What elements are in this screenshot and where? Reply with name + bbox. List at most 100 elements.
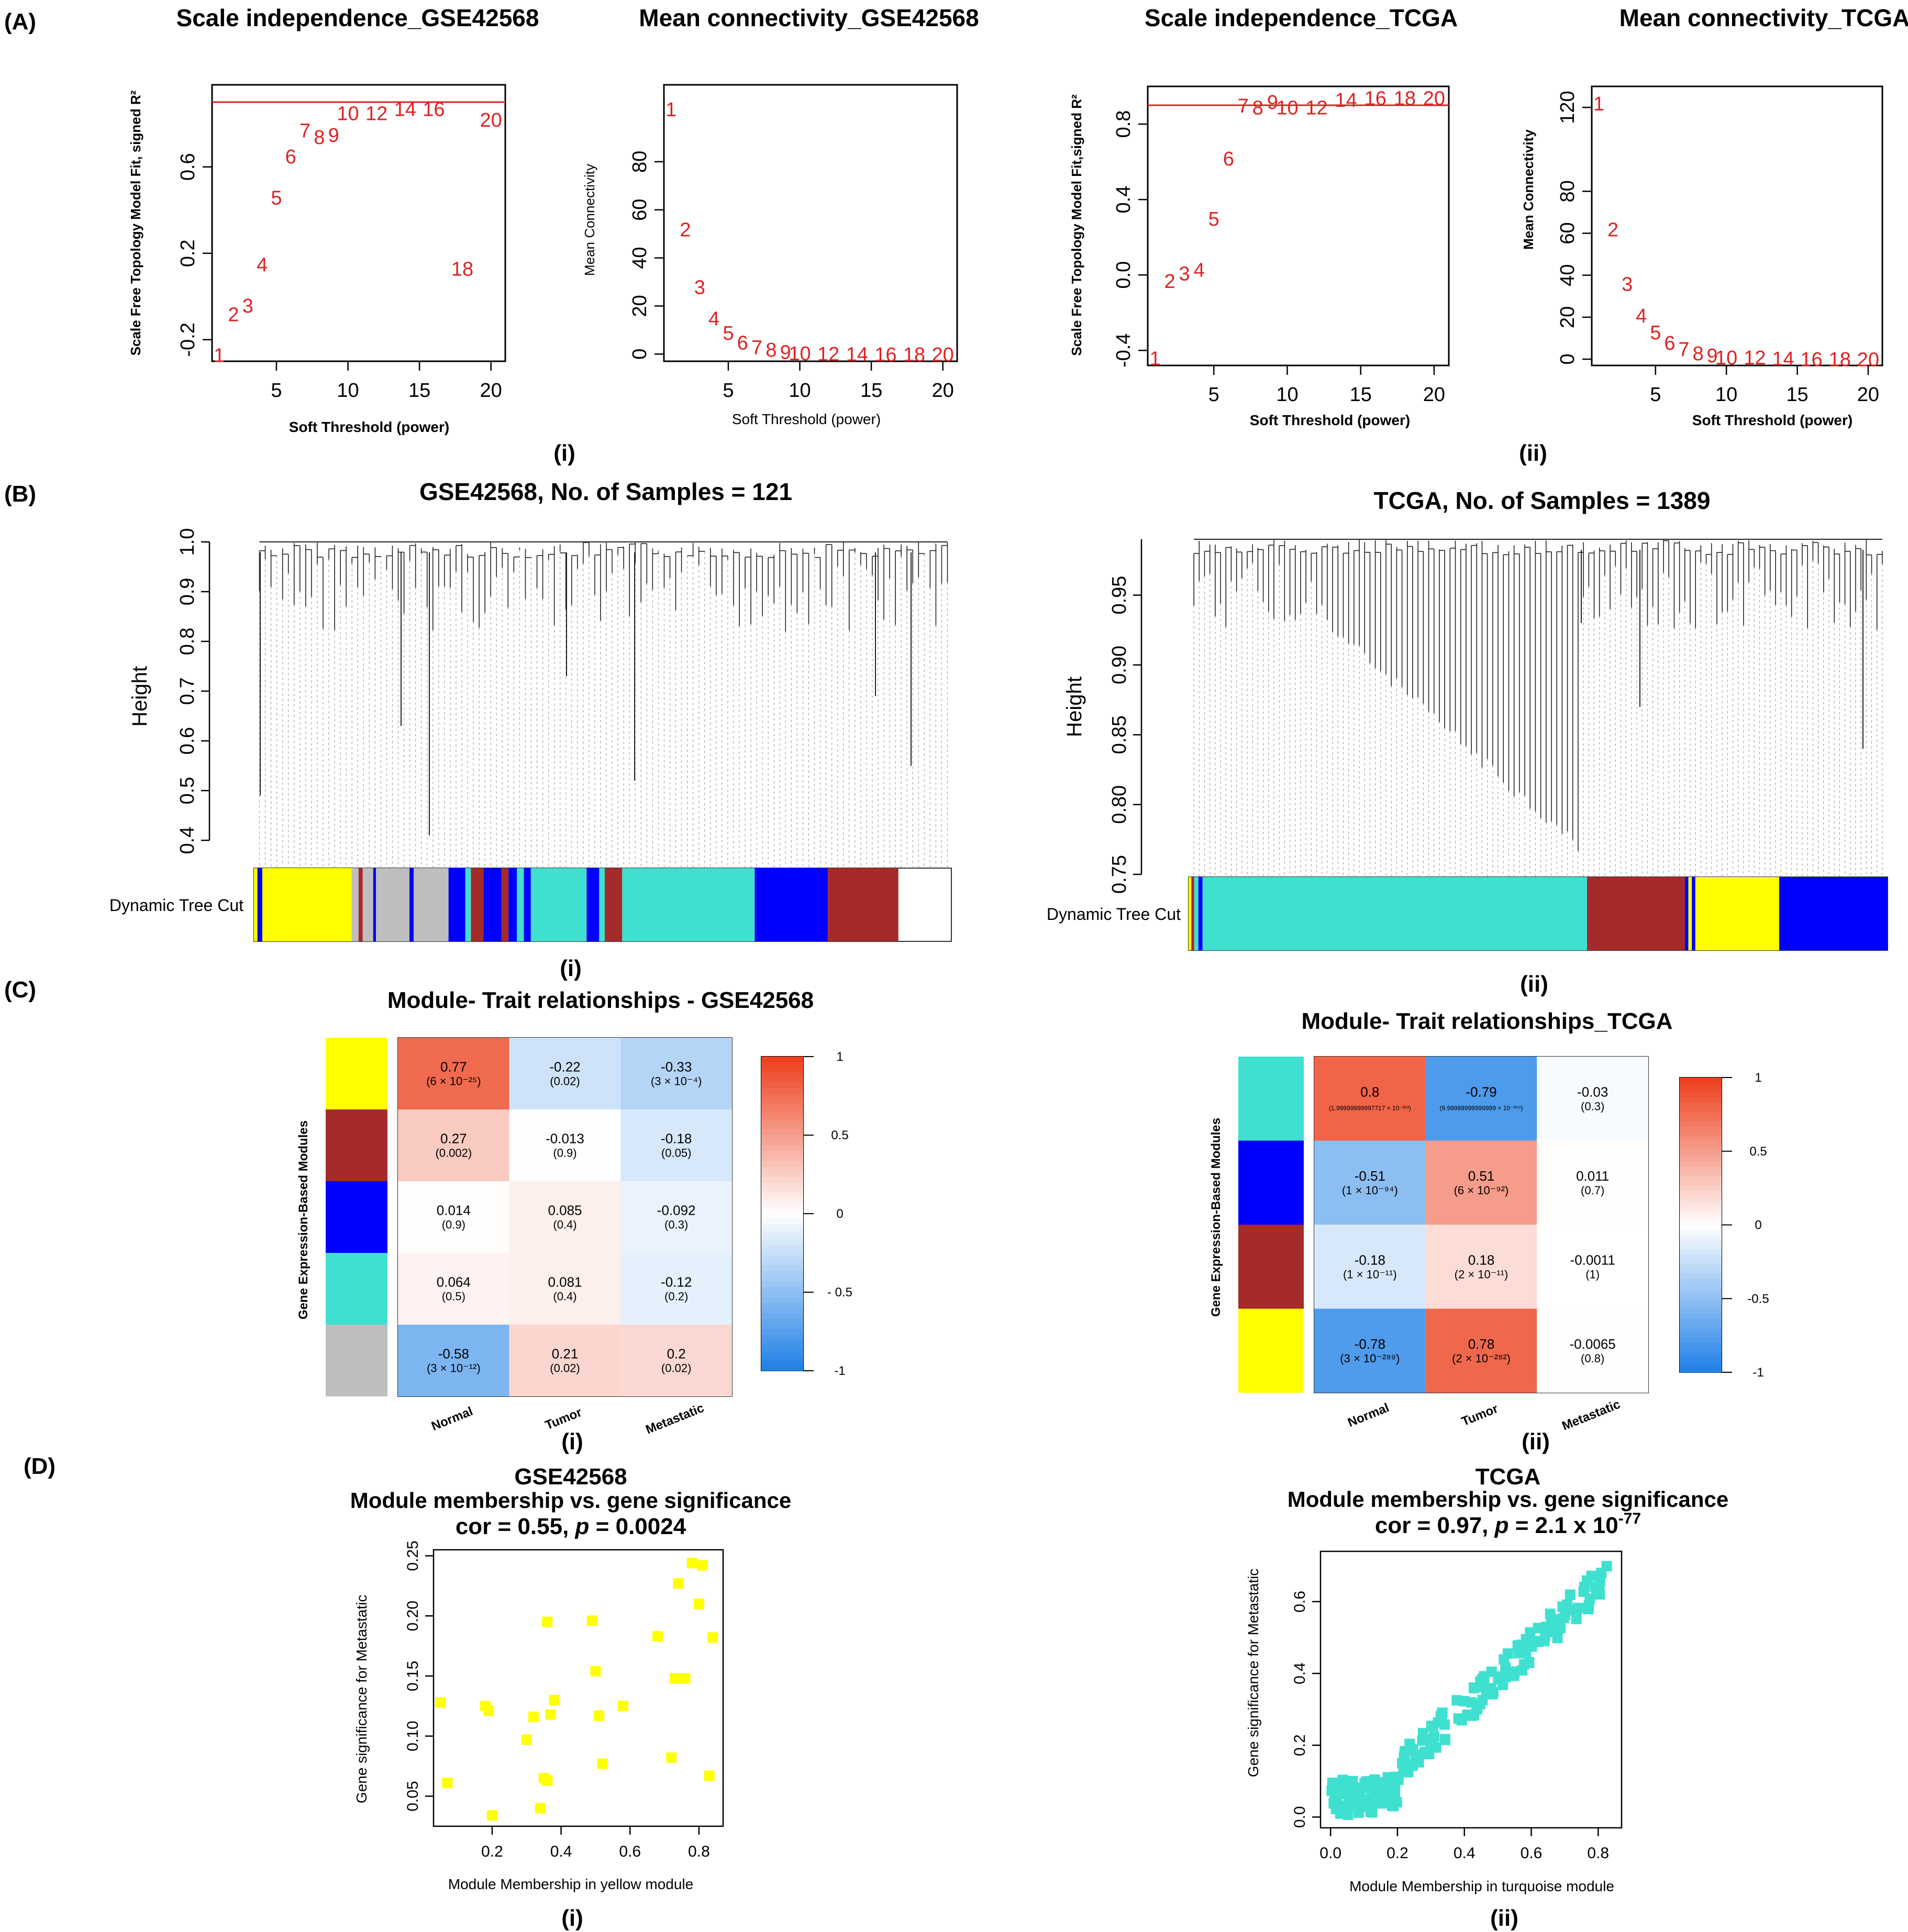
color-bar-segment (358, 868, 363, 941)
legend-gradient-step (761, 1329, 803, 1335)
legend-gradient-step (1680, 1279, 1722, 1284)
legend-gradient-step (761, 1334, 803, 1340)
cell-pvalue: (2 × 10⁻²⁸²) (1452, 1352, 1511, 1365)
data-point-label: 5 (1650, 322, 1661, 344)
legend-gradient-step (761, 1292, 803, 1298)
cell-pvalue: (0.3) (664, 1218, 688, 1231)
legend-gradient-step (761, 1161, 803, 1167)
y-tick-label: 0 (1557, 353, 1579, 364)
legend-gradient-step (761, 1303, 803, 1308)
color-bar-segment (524, 868, 531, 941)
stat-p-value: = 2.1 x 10 (1515, 1513, 1618, 1538)
subpanel-a-ii: (ii) (1519, 440, 1547, 466)
data-point-label: 2 (1607, 219, 1618, 241)
cell-pvalue: (0.002) (435, 1147, 472, 1160)
cell-pvalue: (0.4) (553, 1290, 576, 1303)
heatmap-cell (620, 1109, 732, 1181)
plot-frame (1591, 85, 1883, 367)
legend-gradient-step (761, 1365, 803, 1371)
cell-value: 0.77 (440, 1059, 467, 1075)
cell-value: -0.79 (1466, 1084, 1496, 1100)
data-point (686, 1558, 697, 1569)
data-point (1427, 1734, 1438, 1745)
cell-pvalue: (0.02) (661, 1362, 691, 1375)
legend-gradient-step (761, 1282, 803, 1287)
data-point-label: 18 (903, 344, 925, 366)
column-label: Normal (1346, 1401, 1391, 1430)
data-point-label: 1 (665, 99, 676, 121)
color-bar-segment (828, 868, 898, 941)
data-point (1540, 1625, 1551, 1636)
subpanel-c-ii: (ii) (1522, 1429, 1550, 1454)
y-tick-label: 0.4 (1291, 1662, 1308, 1684)
heatmap-cell (1314, 1225, 1426, 1309)
color-bar-segment (373, 868, 376, 941)
data-point-label: 1 (1149, 348, 1160, 370)
cell-pvalue: (3 × 10⁻⁴) (651, 1075, 702, 1088)
x-tick-label: 15 (408, 380, 430, 402)
data-point (1393, 1774, 1404, 1785)
legend-gradient-step (761, 1114, 803, 1120)
cell-value: 0.011 (1576, 1168, 1609, 1184)
legend-gradient-step (761, 1219, 803, 1225)
heatmap-cell (620, 1181, 732, 1253)
x-tick-label: 0.6 (619, 1843, 641, 1860)
legend-gradient-step (1680, 1195, 1722, 1201)
data-point (521, 1734, 532, 1745)
stat-p-label: p (575, 1514, 590, 1539)
legend-gradient-step (761, 1098, 803, 1104)
chart-b-i-dendrogram: GSE42568, No. of Samples = 121 Height Dy… (109, 478, 952, 942)
data-point (1557, 1601, 1568, 1612)
chart-title: Scale independence_GSE42568 (176, 4, 539, 31)
data-point (697, 1560, 708, 1571)
cell-value: 0.78 (1468, 1336, 1495, 1352)
legend-gradient-step (1680, 1362, 1722, 1368)
x-tick-label: 15 (1786, 384, 1808, 406)
plot-frame (211, 84, 506, 362)
chart-stats: cor = 0.55, p = 0.0024 (456, 1514, 686, 1539)
legend-gradient-step (1680, 1112, 1722, 1117)
marks: 0.75 0.80 0.85 0.90 0.95 (1108, 539, 1888, 950)
heatmap-cell (1425, 1140, 1537, 1225)
legend-gradient-step (1680, 1078, 1722, 1083)
data-point (545, 1709, 556, 1720)
y-tick-label: 120 (1557, 91, 1579, 124)
legend-gradient-step (1680, 1338, 1722, 1343)
color-bar-segment (1198, 877, 1203, 950)
color-bar-segment (1189, 877, 1192, 950)
legend-gradient-step (761, 1125, 803, 1130)
plot-frame (432, 1549, 724, 1827)
y-tick-label: 80 (629, 151, 651, 173)
x-tick-label: 5 (1650, 384, 1661, 406)
cell-pvalue: (3 × 10⁻¹²) (427, 1362, 481, 1375)
panel-letter-a: (A) (4, 9, 36, 35)
cell-pvalue: (1) (1585, 1268, 1600, 1281)
y-tick-label: 0.80 (1108, 785, 1130, 824)
x-tick-label: 20 (1857, 384, 1879, 406)
y-tick-label: 0.5 (176, 777, 198, 805)
module-swatch (1238, 1225, 1304, 1309)
x-tick-label: 0.8 (688, 1843, 710, 1860)
legend-gradient-step (1680, 1323, 1722, 1329)
legend-gradient-step (761, 1324, 803, 1329)
plot-frame (1319, 1550, 1623, 1829)
data-point (1332, 1784, 1343, 1795)
stat-cor: cor = 0.97, (1375, 1513, 1488, 1538)
y-tick-label: 60 (629, 199, 651, 221)
legend-gradient-step (761, 1224, 803, 1230)
y-tick-label: 20 (629, 295, 651, 317)
legend-gradient-step (1680, 1225, 1722, 1230)
y-tick-label: 20 (1557, 306, 1579, 328)
marks: 0.8 (1.99999999997717 × 10⁻³¹³) -0.79 (9.99… (1238, 1057, 1769, 1434)
data-point (1584, 1593, 1595, 1604)
plot-frame (663, 84, 958, 362)
color-bar-segment (755, 868, 828, 941)
legend-gradient-step (1680, 1161, 1722, 1167)
heatmap-cell (620, 1038, 732, 1109)
legend-gradient-step (761, 1187, 803, 1193)
chart-d-ii-scatter: TCGA Module membership vs. gene signific… (1245, 1464, 1728, 1894)
cell-value: 0.081 (548, 1274, 582, 1290)
legend-gradient-step (761, 1276, 803, 1282)
legend-gradient-step (761, 1256, 803, 1261)
data-point-label: 20 (932, 344, 954, 366)
